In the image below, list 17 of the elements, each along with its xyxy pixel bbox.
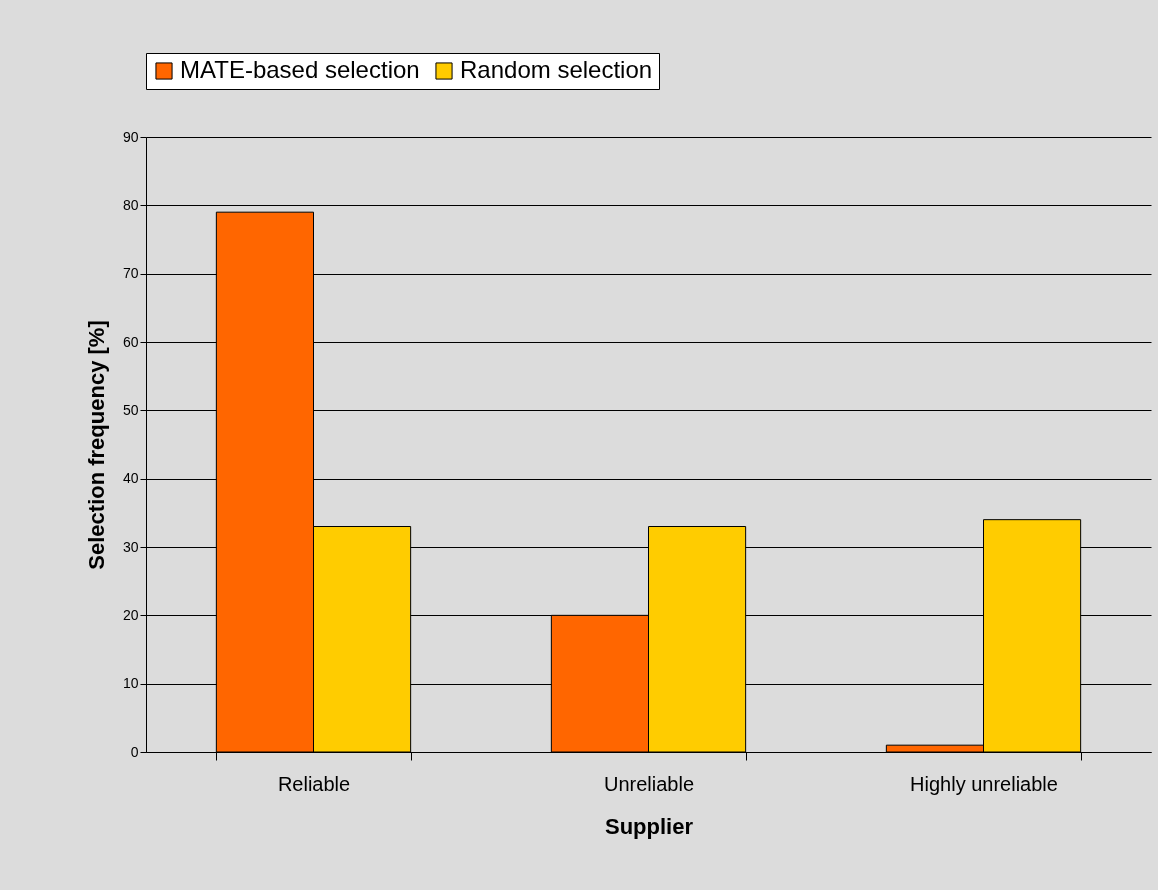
y-tick-label: 60: [122, 333, 139, 350]
x-tick-label: Reliable: [277, 772, 351, 795]
y-tick-label: 40: [122, 470, 139, 487]
y-tick-label: 30: [122, 538, 139, 555]
legend-label: Random selection: [460, 56, 653, 83]
y-tick-label: 0: [130, 743, 139, 760]
y-axis-title: Selection frequency [%]: [83, 320, 109, 570]
x-tick-label: Unreliable: [603, 772, 695, 795]
y-tick-label: 20: [122, 606, 139, 623]
legend-label: MATE-based selection: [180, 56, 420, 83]
x-tick-label: Highly unreliable: [910, 772, 1058, 795]
y-tick-label: 90: [122, 128, 139, 145]
y-tick-label: 70: [122, 265, 139, 282]
y-tick-label: 10: [122, 675, 139, 692]
y-tick-label: 80: [122, 196, 139, 213]
x-axis-title: Supplier: [604, 813, 694, 839]
y-tick-label: 50: [122, 401, 139, 418]
